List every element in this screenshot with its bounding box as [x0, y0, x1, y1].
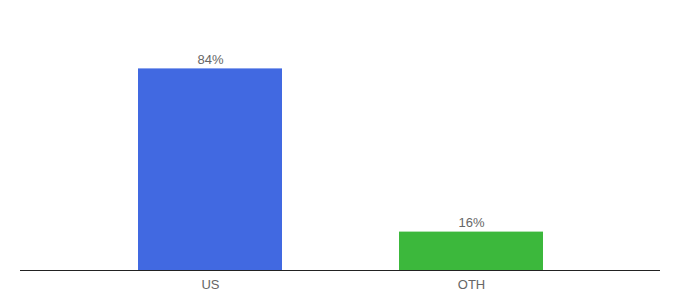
svg-text:84%: 84%	[197, 52, 223, 67]
svg-text:16%: 16%	[458, 215, 484, 230]
svg-text:US: US	[201, 277, 219, 292]
svg-text:OTH: OTH	[458, 277, 485, 292]
